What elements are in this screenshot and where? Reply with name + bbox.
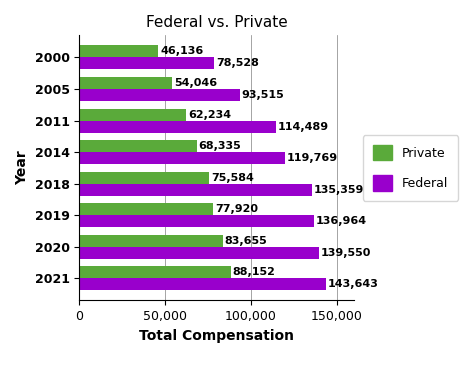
Text: 83,655: 83,655 <box>225 236 267 246</box>
Bar <box>79 172 209 184</box>
Legend: Private, Federal: Private, Federal <box>363 135 458 201</box>
Bar <box>79 247 319 259</box>
X-axis label: Total Compensation: Total Compensation <box>139 329 294 343</box>
Bar <box>79 152 285 164</box>
Bar <box>79 266 231 278</box>
Text: 75,584: 75,584 <box>211 173 254 182</box>
Text: 78,528: 78,528 <box>216 58 259 68</box>
Text: 135,359: 135,359 <box>313 185 364 195</box>
Bar <box>79 120 276 132</box>
Bar <box>79 57 214 69</box>
Text: 88,152: 88,152 <box>232 267 275 277</box>
Bar <box>79 77 172 89</box>
Bar <box>79 140 197 152</box>
Text: 143,643: 143,643 <box>328 279 378 289</box>
Text: 62,234: 62,234 <box>188 110 231 120</box>
Text: 68,335: 68,335 <box>198 141 241 151</box>
Bar <box>79 89 240 101</box>
Text: 54,046: 54,046 <box>174 78 217 88</box>
Title: Federal vs. Private: Federal vs. Private <box>146 15 288 30</box>
Text: 139,550: 139,550 <box>320 248 371 258</box>
Text: 46,136: 46,136 <box>160 46 203 57</box>
Text: 136,964: 136,964 <box>316 216 367 226</box>
Y-axis label: Year: Year <box>15 150 29 185</box>
Text: 119,769: 119,769 <box>287 153 338 163</box>
Text: 114,489: 114,489 <box>278 122 328 131</box>
Bar <box>79 235 223 247</box>
Bar <box>79 184 311 196</box>
Text: 93,515: 93,515 <box>242 90 284 100</box>
Bar <box>79 203 213 215</box>
Bar <box>79 278 326 290</box>
Bar <box>79 108 186 120</box>
Bar <box>79 45 158 57</box>
Bar <box>79 215 314 227</box>
Text: 77,920: 77,920 <box>215 204 258 214</box>
